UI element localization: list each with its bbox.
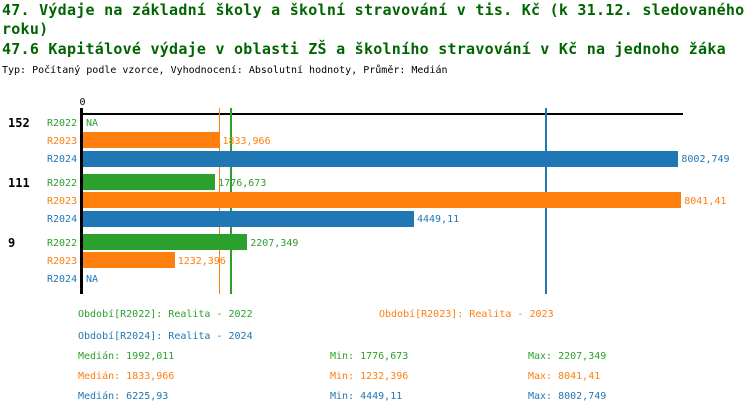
x-axis-zero-tick-label: 0 [79, 97, 86, 108]
group-label-152: 152 [8, 116, 30, 130]
y-axis-line [80, 108, 83, 294]
bar-value-label: 4449,11 [417, 214, 460, 226]
group-label-111: 111 [8, 176, 30, 190]
bar-value-label: 1776,673 [218, 177, 267, 189]
bar-row-label-r2022: R2022 [47, 117, 78, 129]
stat-min-r2022: Min: 1776,673 [330, 351, 409, 362]
bar-111-r2024 [83, 210, 414, 227]
bar-111-r2023 [83, 192, 682, 209]
stats-row-r2022: Medián: 1992,011 Min: 1776,673 Max: 2207… [78, 351, 750, 363]
bar-value-label-na: NA [86, 117, 99, 129]
bar-9-r2023 [83, 252, 175, 269]
bar-value-label: 1232,396 [177, 255, 226, 267]
chart-meta-line: Typ: Počítaný podle vzorce, Vyhodnocení:… [2, 65, 448, 76]
bar-row-label-r2024: R2024 [47, 274, 78, 286]
stat-max-r2024: Max: 8002,749 [528, 391, 607, 402]
bar-row-label-r2023: R2023 [47, 255, 78, 267]
bar-row-label-r2023: R2023 [47, 195, 78, 207]
legend-entry-r2024: Období[R2024]: Realita - 2024 [78, 331, 253, 342]
bar-111-r2022 [83, 174, 216, 190]
legend-entry-r2022: Období[R2022]: Realita - 2022 [78, 309, 253, 320]
chart-title: 47. Výdaje na základní školy a školní st… [2, 1, 745, 38]
bar-9-r2022 [83, 234, 248, 250]
x-axis-line [80, 113, 683, 115]
bar-152-r2024 [83, 150, 679, 167]
group-label-9: 9 [8, 236, 16, 250]
stat-median-r2024: Medián: 6225,93 [78, 391, 169, 402]
bar-value-label-na: NA [86, 274, 99, 286]
bar-row-label-r2022: R2022 [47, 177, 78, 189]
stats-row-r2023: Medián: 1833,966 Min: 1232,396 Max: 8041… [78, 371, 750, 383]
stat-median-r2023: Medián: 1833,966 [78, 371, 175, 382]
stat-median-r2022: Medián: 1992,011 [78, 351, 175, 362]
bar-row-label-r2023: R2023 [47, 135, 78, 147]
bar-value-label: 8041,41 [684, 195, 727, 207]
bar-value-label: 1833,966 [222, 135, 271, 147]
stat-max-r2023: Max: 8041,41 [528, 371, 601, 382]
legend-entry-r2023: Období[R2023]: Realita - 2023 [379, 309, 554, 320]
bar-152-r2023 [83, 132, 220, 149]
bar-value-label: 8002,749 [681, 154, 730, 166]
bar-row-label-r2024: R2024 [47, 154, 78, 166]
stat-min-r2024: Min: 4449,11 [330, 391, 403, 402]
bar-row-label-r2022: R2022 [47, 237, 78, 249]
stat-min-r2023: Min: 1232,396 [330, 371, 409, 382]
bar-value-label: 2207,349 [250, 237, 299, 249]
stats-row-r2024: Medián: 6225,93 Min: 4449,11 Max: 8002,7… [78, 391, 750, 403]
chart-subtitle: 47.6 Kapitálové výdaje v oblasti ZŠ a šk… [2, 40, 726, 58]
stat-max-r2022: Max: 2207,349 [528, 351, 607, 362]
bar-row-label-r2024: R2024 [47, 214, 78, 226]
